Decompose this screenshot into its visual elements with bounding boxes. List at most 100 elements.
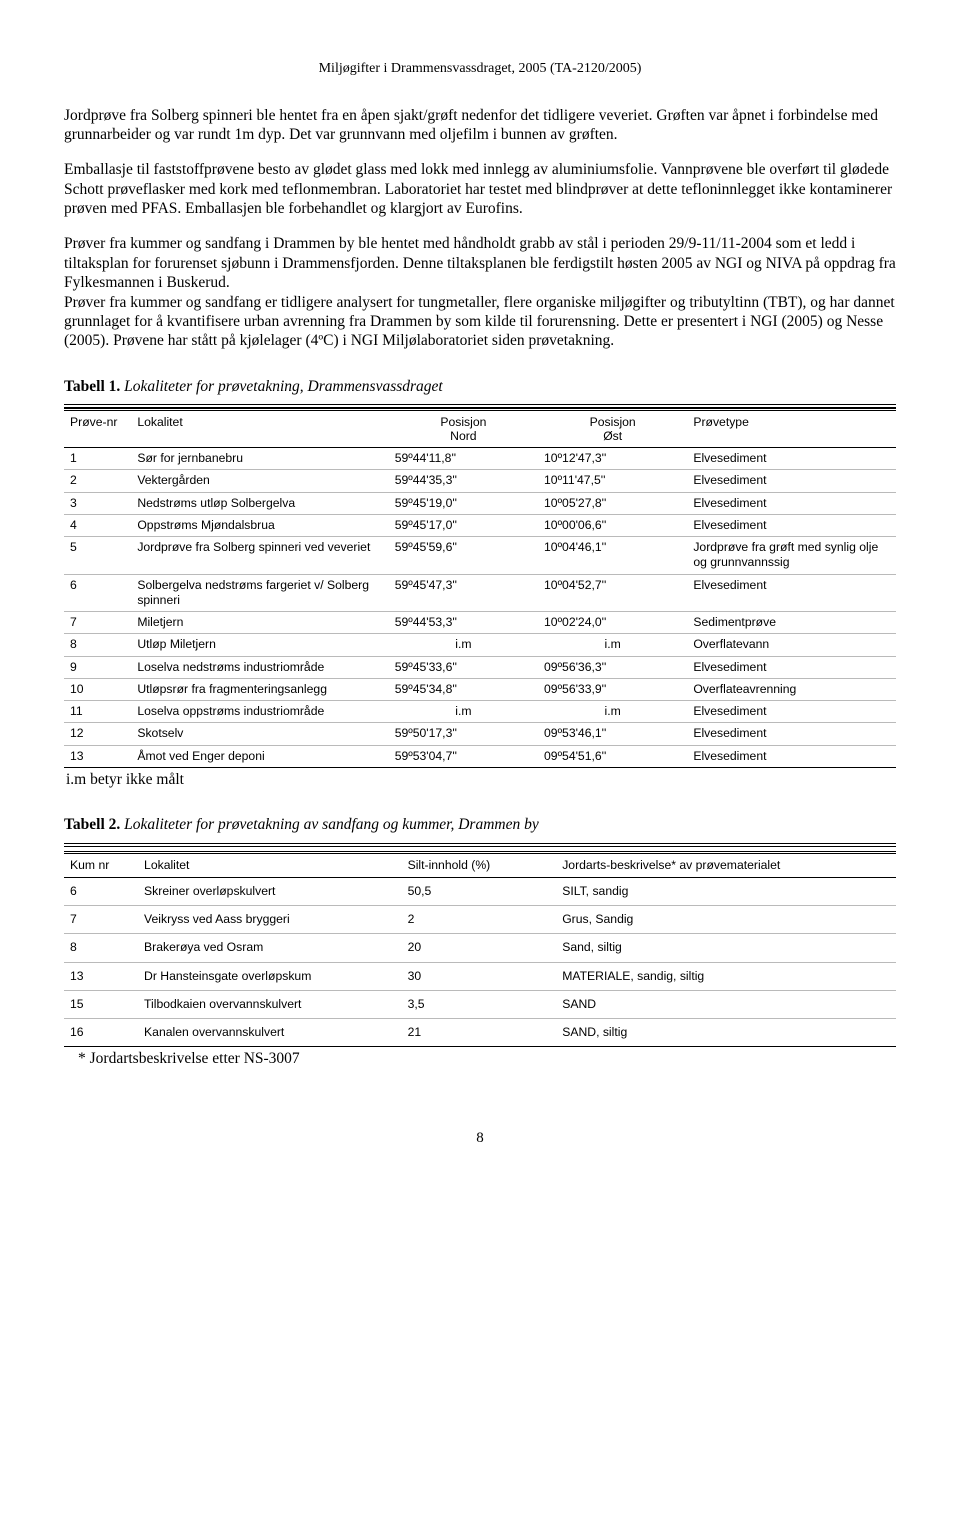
t1-cell-nord: 59º45'59,6'' bbox=[389, 537, 538, 575]
t2-h4: Jordarts-beskrivelse* av prøvematerialet bbox=[556, 852, 896, 877]
paragraph-1: Jordprøve fra Solberg spinneri ble hente… bbox=[64, 106, 896, 145]
t2-cell-lok: Dr Hansteinsgate overløpskum bbox=[138, 962, 402, 990]
t1-h4b: Øst bbox=[544, 429, 681, 443]
t1-cell-ost: i.m bbox=[538, 634, 687, 656]
table-row: 5Jordprøve fra Solberg spinneri ved veve… bbox=[64, 537, 896, 575]
t1-h3: Posisjon Nord bbox=[389, 410, 538, 448]
t1-cell-num: 3 bbox=[64, 492, 131, 514]
t1-cell-lok: Miletjern bbox=[131, 612, 388, 634]
t1-h1: Prøve-nr bbox=[64, 410, 131, 448]
t2-cell-silt: 20 bbox=[402, 934, 557, 962]
t1-cell-nord: 59º45'34,8'' bbox=[389, 678, 538, 700]
t1-cell-lok: Vektergården bbox=[131, 470, 388, 492]
t1-cell-ost: 09º53'46,1'' bbox=[538, 723, 687, 745]
table-2: Kum nr Lokalitet Silt-innhold (%) Jordar… bbox=[64, 851, 896, 1048]
t1-cell-pt: Jordprøve fra grøft med synlig olje og g… bbox=[687, 537, 896, 575]
t1-cell-nord: 59º53'04,7'' bbox=[389, 745, 538, 767]
t1-cell-nord: 59º45'47,3'' bbox=[389, 574, 538, 612]
t1-cell-num: 12 bbox=[64, 723, 131, 745]
paragraph-3: Prøver fra kummer og sandfang i Drammen … bbox=[64, 234, 896, 292]
t1-cell-pt: Elvesediment bbox=[687, 470, 896, 492]
t1-h3b: Nord bbox=[395, 429, 532, 443]
t2-h1: Kum nr bbox=[64, 852, 138, 877]
t1-cell-ost: 10º04'46,1'' bbox=[538, 537, 687, 575]
table1-caption-num: Tabell 1. bbox=[64, 378, 120, 395]
t1-cell-lok: Jordprøve fra Solberg spinneri ved vever… bbox=[131, 537, 388, 575]
table-row: 7Veikryss ved Aass bryggeri2Grus, Sandig bbox=[64, 906, 896, 934]
t1-h4a: Posisjon bbox=[544, 415, 681, 429]
t1-cell-num: 4 bbox=[64, 514, 131, 536]
t1-cell-nord: 59º44'11,8'' bbox=[389, 448, 538, 470]
t1-cell-pt: Elvesediment bbox=[687, 723, 896, 745]
t1-cell-pt: Elvesediment bbox=[687, 448, 896, 470]
t2-cell-num: 15 bbox=[64, 990, 138, 1018]
t1-cell-lok: Utløpsrør fra fragmenteringsanlegg bbox=[131, 678, 388, 700]
t1-cell-num: 7 bbox=[64, 612, 131, 634]
t1-cell-num: 2 bbox=[64, 470, 131, 492]
t1-cell-num: 10 bbox=[64, 678, 131, 700]
page-header: Miljøgifter i Drammensvassdraget, 2005 (… bbox=[64, 60, 896, 78]
t1-cell-pt: Sedimentprøve bbox=[687, 612, 896, 634]
t1-cell-nord: 59º50'17,3'' bbox=[389, 723, 538, 745]
t1-cell-lok: Utløp Miletjern bbox=[131, 634, 388, 656]
t2-cell-desc: MATERIALE, sandig, siltig bbox=[556, 962, 896, 990]
table-row: 13Åmot ved Enger deponi59º53'04,7''09º54… bbox=[64, 745, 896, 767]
t1-cell-nord: i.m bbox=[389, 634, 538, 656]
t2-cell-lok: Skreiner overløpskulvert bbox=[138, 877, 402, 905]
paragraph-2: Emballasje til faststoffprøvene besto av… bbox=[64, 160, 896, 218]
t1-cell-ost: 10º00'06,6'' bbox=[538, 514, 687, 536]
table-row: 8Brakerøya ved Osram20Sand, siltig bbox=[64, 934, 896, 962]
t1-cell-lok: Solbergelva nedstrøms fargeriet v/ Solbe… bbox=[131, 574, 388, 612]
t1-cell-pt: Elvesediment bbox=[687, 514, 896, 536]
table-row: 13Dr Hansteinsgate overløpskum30MATERIAL… bbox=[64, 962, 896, 990]
table-row: 10Utløpsrør fra fragmenteringsanlegg59º4… bbox=[64, 678, 896, 700]
t1-cell-pt: Elvesediment bbox=[687, 745, 896, 767]
t2-cell-num: 7 bbox=[64, 906, 138, 934]
t2-cell-lok: Brakerøya ved Osram bbox=[138, 934, 402, 962]
table2-footnote: * Jordartsbeskrivelse etter NS-3007 bbox=[78, 1049, 896, 1068]
t1-cell-lok: Sør for jernbanebru bbox=[131, 448, 388, 470]
t2-cell-num: 13 bbox=[64, 962, 138, 990]
page-number: 8 bbox=[64, 1129, 896, 1148]
t1-cell-lok: Skotselv bbox=[131, 723, 388, 745]
table1-caption-text: Lokaliteter for prøvetakning, Drammensva… bbox=[120, 378, 442, 395]
t1-h4: Posisjon Øst bbox=[538, 410, 687, 448]
t1-cell-num: 1 bbox=[64, 448, 131, 470]
table1-footnote: i.m betyr ikke målt bbox=[66, 770, 896, 789]
table-row: 7Miletjern59º44'53,3''10º02'24,0''Sedime… bbox=[64, 612, 896, 634]
t1-h3a: Posisjon bbox=[395, 415, 532, 429]
t1-cell-ost: 09º54'51,6'' bbox=[538, 745, 687, 767]
t2-h2: Lokalitet bbox=[138, 852, 402, 877]
t2-cell-desc: SAND bbox=[556, 990, 896, 1018]
table1-caption: Tabell 1. Lokaliteter for prøvetakning, … bbox=[64, 377, 896, 396]
t1-cell-num: 6 bbox=[64, 574, 131, 612]
table-row: 12Skotselv59º50'17,3''09º53'46,1''Elvese… bbox=[64, 723, 896, 745]
table-row: 6Solbergelva nedstrøms fargeriet v/ Solb… bbox=[64, 574, 896, 612]
t1-cell-lok: Oppstrøms Mjøndalsbrua bbox=[131, 514, 388, 536]
table2-caption: Tabell 2. Lokaliteter for prøvetakning a… bbox=[64, 815, 896, 834]
table-row: 4Oppstrøms Mjøndalsbrua59º45'17,0''10º00… bbox=[64, 514, 896, 536]
table-row: 16Kanalen overvannskulvert21SAND, siltig bbox=[64, 1019, 896, 1047]
t1-cell-nord: 59º44'53,3'' bbox=[389, 612, 538, 634]
t1-cell-lok: Loselva nedstrøms industriområde bbox=[131, 656, 388, 678]
t1-cell-lok: Loselva oppstrøms industriområde bbox=[131, 701, 388, 723]
t2-cell-lok: Tilbodkaien overvannskulvert bbox=[138, 990, 402, 1018]
t2-cell-num: 6 bbox=[64, 877, 138, 905]
table-row: 15Tilbodkaien overvannskulvert3,5SAND bbox=[64, 990, 896, 1018]
table-row: 6Skreiner overløpskulvert50,5SILT, sandi… bbox=[64, 877, 896, 905]
table2-caption-num: Tabell 2. bbox=[64, 816, 120, 833]
table2-top-rule bbox=[64, 843, 896, 847]
t1-h2: Lokalitet bbox=[131, 410, 388, 448]
t1-cell-num: 9 bbox=[64, 656, 131, 678]
t1-cell-ost: 09º56'33,9'' bbox=[538, 678, 687, 700]
t1-cell-num: 11 bbox=[64, 701, 131, 723]
t1-cell-pt: Elvesediment bbox=[687, 701, 896, 723]
paragraph-4: Prøver fra kummer og sandfang er tidlige… bbox=[64, 293, 896, 351]
t1-cell-nord: i.m bbox=[389, 701, 538, 723]
t1-cell-pt: Overflateavrenning bbox=[687, 678, 896, 700]
t2-cell-lok: Veikryss ved Aass bryggeri bbox=[138, 906, 402, 934]
t1-cell-nord: 59º44'35,3'' bbox=[389, 470, 538, 492]
t2-cell-silt: 30 bbox=[402, 962, 557, 990]
table-row: 3Nedstrøms utløp Solbergelva59º45'19,0''… bbox=[64, 492, 896, 514]
t1-cell-ost: i.m bbox=[538, 701, 687, 723]
